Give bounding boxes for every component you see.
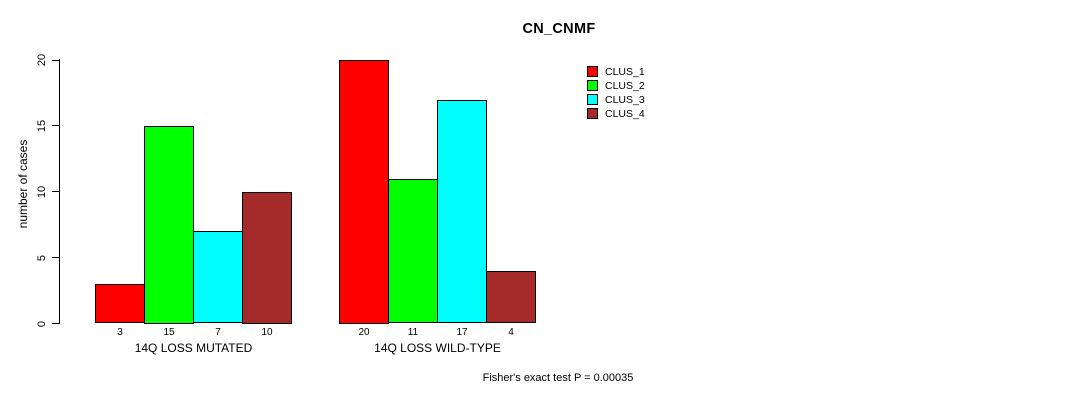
bar-value-label: 15	[163, 327, 175, 338]
x-category-label: 14Q LOSS MUTATED	[134, 341, 253, 355]
bar-value-label: 3	[117, 327, 123, 338]
y-axis-tick	[52, 191, 60, 193]
bar-value-label: 17	[456, 327, 468, 338]
legend-swatch-clus_3	[587, 94, 598, 105]
y-axis-label: number of cases	[16, 139, 30, 229]
bar-clus_3-group2	[437, 99, 487, 324]
bar-clus_4-group2	[486, 270, 536, 324]
y-axis-tick	[52, 323, 60, 324]
y-axis-tick	[52, 257, 60, 259]
bar-clus_2-group1	[144, 125, 194, 324]
legend-item-clus_2: CLUS_2	[587, 79, 645, 92]
bar-clus_1-group2	[339, 60, 389, 324]
bar-clus_1-group1	[95, 283, 145, 324]
y-axis-tick-label: 0	[36, 320, 48, 327]
bar-clus_2-group2	[388, 178, 438, 324]
legend-swatch-clus_1	[587, 66, 598, 77]
bar-value-label: 11	[407, 327, 419, 338]
legend-item-clus_4: CLUS_4	[587, 107, 645, 120]
legend-swatch-clus_2	[587, 80, 598, 91]
y-axis-tick-label: 5	[36, 254, 48, 261]
chart-title: CN_CNMF	[522, 21, 596, 37]
legend-label: CLUS_3	[605, 93, 645, 106]
legend-label: CLUS_2	[605, 79, 645, 92]
legend-item-clus_3: CLUS_3	[587, 93, 645, 106]
bar-value-label: 4	[508, 327, 514, 338]
annotation-text: Fisher's exact test P = 0.00035	[482, 372, 634, 384]
y-axis-tick-label: 15	[36, 119, 48, 132]
legend-label: CLUS_1	[605, 65, 645, 78]
legend-swatch-clus_4	[587, 108, 598, 119]
legend-label: CLUS_4	[605, 107, 645, 120]
x-category-label: 14Q LOSS WILD-TYPE	[374, 341, 501, 355]
legend-item-clus_1: CLUS_1	[587, 65, 645, 78]
bar-value-label: 20	[358, 327, 370, 338]
bar-value-label: 7	[215, 327, 221, 338]
bar-clus_3-group1	[193, 231, 243, 324]
y-axis-tick-label: 20	[36, 53, 48, 67]
y-axis-tick-label: 10	[36, 185, 48, 198]
bar-clus_4-group1	[242, 191, 292, 324]
y-axis-tick	[52, 125, 60, 127]
bar-value-label: 10	[261, 327, 273, 338]
y-axis-tick	[52, 59, 60, 61]
